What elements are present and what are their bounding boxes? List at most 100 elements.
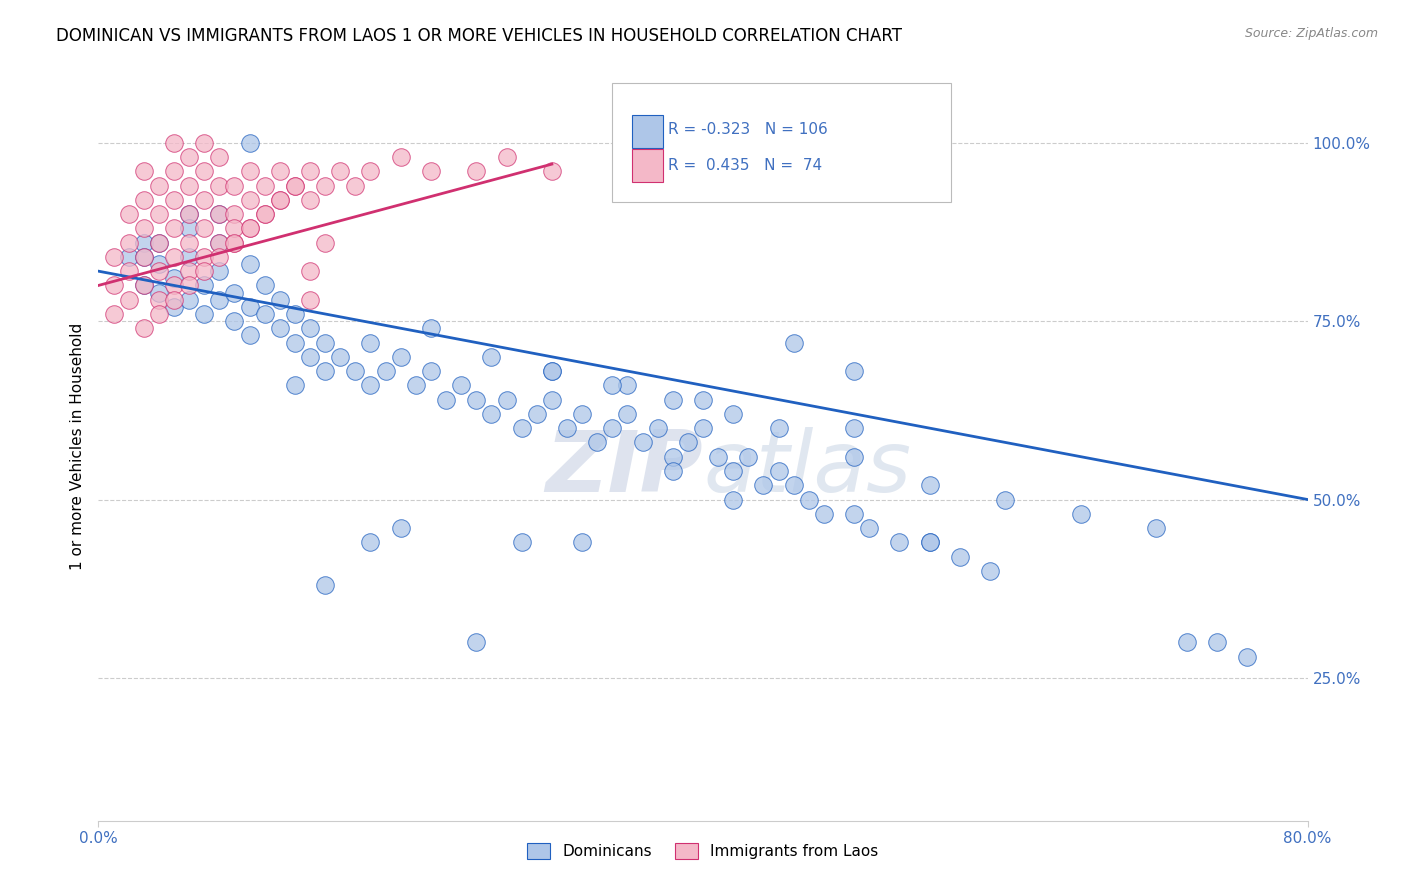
Point (420, 364, 443, 378)
Point (132, 278, 155, 293)
Point (299, 193, 322, 207)
Point (269, 164, 291, 178)
Point (1144, 521, 1167, 535)
Point (616, 378, 638, 392)
Point (844, 450, 866, 464)
Point (148, 264, 170, 278)
Point (193, 264, 215, 278)
Point (148, 257, 170, 271)
Point (239, 221, 262, 235)
Point (813, 507, 835, 521)
Point (495, 392, 517, 407)
Point (239, 257, 262, 271)
Point (314, 364, 336, 378)
Point (299, 293, 322, 307)
Text: Source: ZipAtlas.com: Source: ZipAtlas.com (1244, 27, 1378, 40)
Point (676, 435, 699, 450)
Point (844, 364, 866, 378)
Point (132, 321, 155, 335)
Point (586, 435, 609, 450)
Point (179, 264, 201, 278)
Point (360, 335, 382, 350)
Point (602, 378, 624, 392)
Point (193, 278, 215, 293)
Point (132, 278, 155, 293)
Point (389, 150, 412, 164)
Point (374, 364, 396, 378)
Point (465, 392, 488, 407)
Point (132, 193, 155, 207)
Point (889, 535, 911, 549)
Point (344, 364, 367, 378)
Text: DOMINICAN VS IMMIGRANTS FROM LAOS 1 OR MORE VEHICLES IN HOUSEHOLD CORRELATION CH: DOMINICAN VS IMMIGRANTS FROM LAOS 1 OR M… (56, 27, 903, 45)
Point (360, 378, 382, 392)
Point (571, 535, 593, 549)
Point (481, 407, 503, 421)
Point (208, 178, 231, 193)
Point (314, 578, 336, 592)
Point (510, 535, 533, 549)
Point (118, 293, 141, 307)
Point (179, 178, 201, 193)
Point (647, 421, 669, 435)
Text: R = -0.323   N = 106: R = -0.323 N = 106 (668, 122, 828, 137)
Point (224, 314, 246, 328)
Point (163, 278, 186, 293)
Point (692, 421, 714, 435)
Text: atlas: atlas (703, 427, 911, 510)
Point (193, 250, 215, 264)
Point (344, 178, 367, 193)
Point (253, 278, 276, 293)
Point (661, 464, 683, 478)
Point (179, 221, 201, 235)
Point (360, 535, 382, 549)
Point (723, 407, 745, 421)
Point (450, 378, 472, 392)
Point (329, 350, 352, 364)
Point (179, 250, 201, 264)
Point (918, 478, 941, 492)
Point (768, 464, 790, 478)
Point (723, 492, 745, 507)
Point (465, 164, 488, 178)
Point (571, 407, 593, 421)
Point (208, 235, 231, 250)
Point (103, 307, 125, 321)
Point (224, 221, 246, 235)
Point (148, 178, 170, 193)
Text: R =  0.435   N =  74: R = 0.435 N = 74 (668, 158, 823, 172)
Point (314, 178, 336, 193)
Point (179, 235, 201, 250)
FancyBboxPatch shape (631, 149, 664, 181)
Point (752, 478, 775, 492)
Point (723, 464, 745, 478)
Point (118, 250, 141, 264)
Point (1070, 507, 1092, 521)
Point (239, 328, 262, 343)
Point (540, 164, 562, 178)
Point (979, 564, 1001, 578)
Point (692, 392, 714, 407)
Point (239, 221, 262, 235)
Point (163, 221, 186, 235)
Point (434, 392, 457, 407)
Point (360, 164, 382, 178)
Point (208, 293, 231, 307)
Point (844, 507, 866, 521)
Point (918, 535, 941, 549)
Point (420, 164, 443, 178)
Point (783, 478, 806, 492)
Point (510, 421, 533, 435)
Point (193, 221, 215, 235)
Point (179, 207, 201, 221)
Point (179, 150, 201, 164)
Point (118, 207, 141, 221)
Point (481, 350, 503, 364)
Point (844, 421, 866, 435)
Point (661, 392, 683, 407)
Point (918, 535, 941, 549)
Point (389, 350, 412, 364)
Point (118, 264, 141, 278)
Point (797, 492, 820, 507)
Point (420, 321, 443, 335)
